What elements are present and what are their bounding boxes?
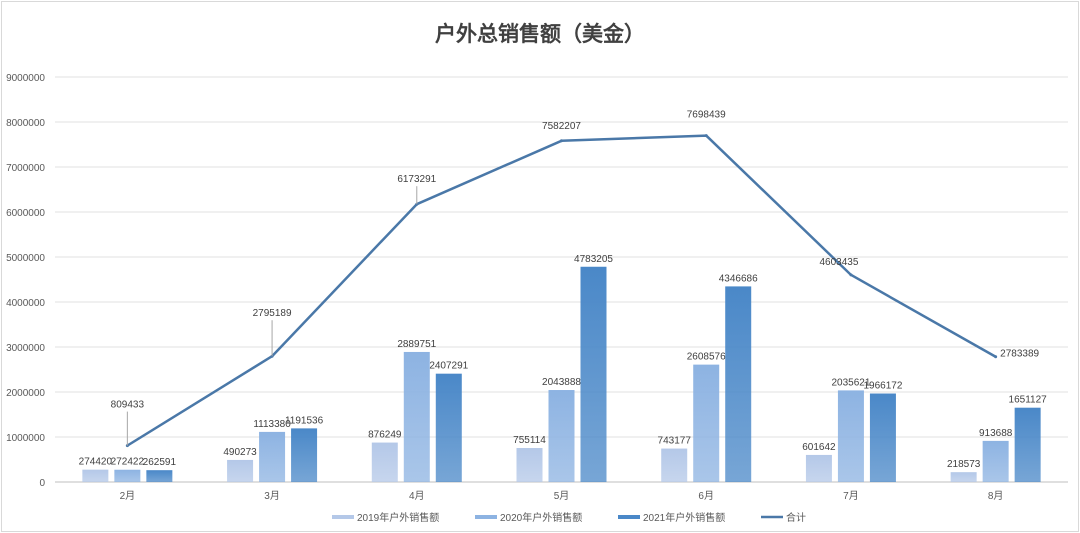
bar-data-label: 601642 (802, 442, 836, 453)
line-data-label: 2783389 (1000, 349, 1039, 360)
chart-title: 户外总销售额（美金） (435, 22, 645, 46)
y-tick-label: 0 (39, 478, 45, 489)
x-tick-label: 2月 (120, 490, 136, 502)
bar-data-label: 218573 (947, 459, 981, 470)
legend-swatch (618, 515, 640, 519)
bar-2019年户外销售额 (227, 459, 254, 482)
bar-2019年户外销售额 (371, 442, 398, 482)
x-tick-label: 6月 (698, 490, 714, 502)
bar-2020年户外销售额 (114, 469, 141, 482)
line-point (704, 134, 708, 138)
bar-data-label: 2608576 (687, 352, 726, 363)
bar-data-label: 1651127 (1009, 395, 1048, 406)
bar-2021年户外销售额 (146, 470, 173, 482)
bar-data-label: 743177 (658, 436, 692, 447)
y-tick-label: 2000000 (6, 388, 45, 399)
line-point (560, 139, 563, 143)
legend-label: 2019年户外销售额 (357, 511, 439, 524)
bar-data-label: 2889751 (397, 339, 436, 350)
bar-data-label: 2035621 (831, 377, 870, 388)
x-tick-label: 5月 (554, 490, 570, 502)
bar-2021年户外销售额 (725, 286, 752, 482)
bar-data-label: 1113380 (253, 419, 291, 430)
bar-data-label: 490273 (223, 447, 257, 458)
bar-data-label: 1191536 (285, 415, 324, 426)
bar-data-label: 755114 (513, 435, 546, 446)
bar-data-label: 4346686 (719, 273, 758, 284)
bar-data-label: 876249 (368, 430, 402, 441)
bar-2020年户外销售额 (548, 390, 575, 482)
line-data-label: 809433 (111, 400, 145, 411)
legend-label: 合计 (786, 511, 806, 524)
legend-swatch (332, 515, 354, 519)
bar-data-label: 2407291 (429, 361, 468, 372)
bar-2020年户外销售额 (837, 390, 864, 482)
y-tick-label: 5000000 (6, 253, 45, 264)
bar-2019年户外销售额 (661, 448, 688, 482)
legend-label: 2020年户外销售额 (500, 511, 582, 524)
bar-data-label: 274420 (79, 457, 113, 468)
bar-2021年户外销售额 (1014, 407, 1041, 482)
bar-data-label: 1966172 (863, 381, 902, 392)
bar-2020年户外销售额 (403, 351, 430, 482)
x-tick-label: 8月 (988, 490, 1004, 502)
bar-data-label: 272422 (111, 457, 145, 468)
bar-2019年户外销售额 (805, 454, 832, 482)
legend-label: 2021年户外销售额 (643, 511, 725, 524)
line-data-label: 4603435 (819, 257, 858, 268)
line-data-label: 6173291 (397, 174, 436, 185)
line-point (994, 355, 998, 359)
bar-2019年户外销售额 (82, 469, 109, 482)
bar-2020年户外销售额 (693, 364, 720, 482)
x-tick-label: 7月 (843, 490, 859, 502)
bar-2021年户外销售额 (291, 428, 318, 482)
y-tick-label: 8000000 (6, 118, 45, 129)
bar-2020年户外销售额 (982, 440, 1009, 482)
y-tick-label: 6000000 (6, 208, 45, 219)
bar-data-label: 913688 (979, 428, 1013, 439)
y-tick-label: 4000000 (6, 298, 45, 309)
bar-2021年户外销售额 (435, 373, 462, 482)
bar-data-label: 4783205 (574, 254, 613, 265)
bar-2021年户外销售额 (580, 266, 607, 482)
bar-2019年户外销售额 (950, 472, 977, 482)
line-data-label: 7698439 (687, 110, 726, 121)
line-data-label: 2795189 (253, 308, 292, 319)
bar-2020年户外销售额 (259, 431, 286, 482)
y-tick-label: 3000000 (6, 343, 45, 354)
bar-data-label: 262591 (143, 457, 177, 468)
x-tick-label: 4月 (409, 490, 425, 502)
y-tick-label: 9000000 (6, 73, 45, 84)
x-tick-label: 3月 (264, 490, 280, 502)
bar-2021年户外销售额 (869, 393, 896, 482)
line-data-label: 7582207 (542, 121, 581, 132)
bar-data-label: 2043888 (542, 377, 581, 388)
bar-2019年户外销售额 (516, 448, 543, 482)
line-point (849, 273, 853, 277)
y-tick-label: 7000000 (6, 163, 45, 174)
y-tick-label: 1000000 (6, 433, 45, 444)
legend-swatch (475, 515, 497, 519)
